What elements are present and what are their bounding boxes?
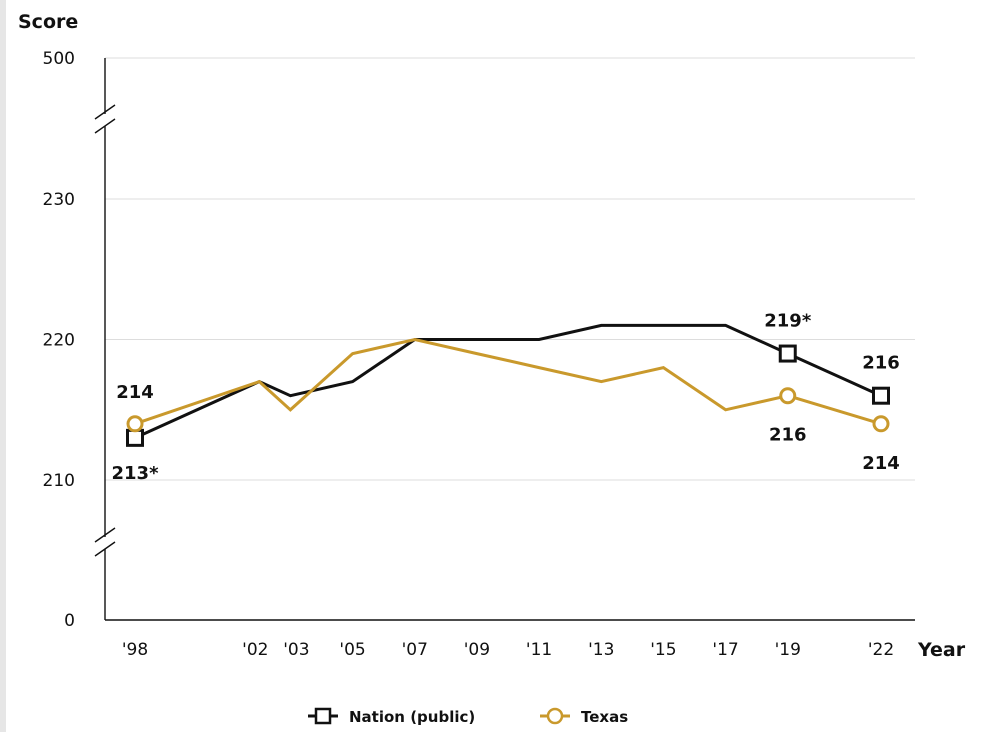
axis-break-mark xyxy=(94,541,116,557)
y-tick-label-210: 210 xyxy=(43,471,75,491)
legend-label: Texas xyxy=(581,708,628,726)
texas-marker xyxy=(126,415,144,433)
left-edge-strip xyxy=(0,0,6,732)
x-axis-title: Year xyxy=(917,639,966,661)
data-labels: 213* 219* 216 214 216 214 xyxy=(112,311,900,484)
nation-marker xyxy=(778,344,797,363)
x-tick-label: '03 xyxy=(283,640,309,660)
x-tick-label: '17 xyxy=(712,640,738,660)
y-axis-title: Score xyxy=(18,11,78,33)
series-line-nation-public xyxy=(134,323,882,440)
y-tick-label-230: 230 xyxy=(43,190,75,210)
legend-item-nation-public: Nation (public) xyxy=(308,707,475,726)
y-tick-label-500: 500 xyxy=(43,49,75,69)
legend-item-texas: Texas xyxy=(540,707,628,726)
legend-square-marker xyxy=(314,707,332,725)
y-tick-labels: 500 230 220 210 0 xyxy=(43,49,75,631)
data-label: 214 xyxy=(862,453,900,474)
legend-label: Nation (public) xyxy=(349,708,475,726)
series-markers xyxy=(126,344,890,447)
nation-marker xyxy=(872,386,890,405)
x-tick-label: '13 xyxy=(588,640,614,660)
data-label: 214 xyxy=(116,382,154,403)
data-label: 219* xyxy=(764,311,812,332)
x-tick-label: '22 xyxy=(868,640,894,660)
x-tick-label: '19 xyxy=(775,640,801,660)
x-tick-label: '11 xyxy=(526,640,552,660)
data-label: 213* xyxy=(112,463,160,484)
data-label: 216 xyxy=(769,425,807,446)
x-tick-labels: '98 '02 '03 '05 '07 '09 '11 '13 '15 '17 '19 '22 xyxy=(122,640,894,660)
legend: Nation (public) Texas xyxy=(308,707,628,726)
nation-marker xyxy=(126,428,144,447)
x-tick-label: '05 xyxy=(339,640,365,660)
y-tick-label-0: 0 xyxy=(64,611,75,631)
texas-marker xyxy=(872,415,890,433)
texas-marker xyxy=(779,387,797,405)
x-tick-label: '09 xyxy=(464,640,490,660)
axis-break-mark xyxy=(94,118,116,134)
grid-lines xyxy=(105,57,915,481)
x-tick-label: '07 xyxy=(402,640,428,660)
axis-break-mark xyxy=(94,527,116,543)
series-lines xyxy=(134,323,882,440)
x-tick-label: '15 xyxy=(650,640,676,660)
x-tick-label: '02 xyxy=(242,640,268,660)
axis-break-mark xyxy=(94,104,116,120)
series-line-texas xyxy=(134,337,882,426)
y-tick-label-220: 220 xyxy=(43,331,75,351)
legend-circle-marker xyxy=(546,707,564,725)
axes xyxy=(94,58,915,621)
data-label: 216 xyxy=(862,353,900,374)
x-tick-label: '98 xyxy=(122,640,148,660)
